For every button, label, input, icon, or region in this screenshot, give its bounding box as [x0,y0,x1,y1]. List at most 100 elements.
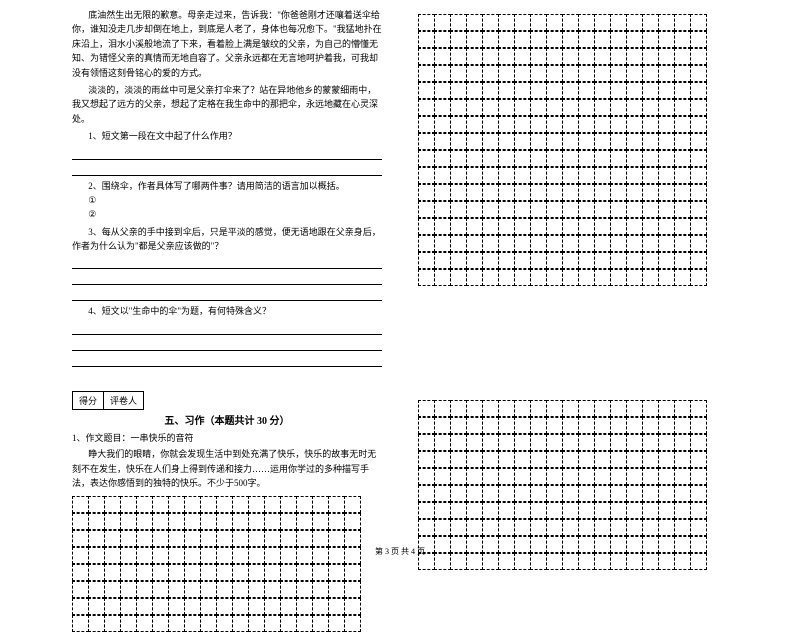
grid-cell[interactable] [168,598,185,615]
grid-cell[interactable] [610,451,627,468]
grid-cell[interactable] [594,269,611,286]
grid-cell[interactable] [610,201,627,218]
grid-cell[interactable] [546,99,563,116]
grid-cell[interactable] [658,235,675,252]
grid-cell[interactable] [482,82,499,99]
grid-cell[interactable] [578,252,595,269]
grid-cell[interactable] [72,513,89,530]
grid-cell[interactable] [136,615,153,632]
grid-cell[interactable] [280,615,297,632]
grid-cell[interactable] [610,252,627,269]
grid-cell[interactable] [546,167,563,184]
grid-cell[interactable] [120,513,137,530]
grid-cell[interactable] [578,48,595,65]
grid-cell[interactable] [578,201,595,218]
grid-cell[interactable] [72,615,89,632]
grid-cell[interactable] [626,99,643,116]
grid-cell[interactable] [418,434,435,451]
grid-cell[interactable] [530,235,547,252]
grid-cell[interactable] [594,99,611,116]
grid-cell[interactable] [434,31,451,48]
grid-cell[interactable] [690,48,707,65]
grid-cell[interactable] [578,184,595,201]
grid-cell[interactable] [498,434,515,451]
grid-cell[interactable] [546,150,563,167]
grid-cell[interactable] [610,167,627,184]
grid-cell[interactable] [578,82,595,99]
grid-cell[interactable] [248,581,265,598]
grid-cell[interactable] [498,31,515,48]
grid-cell[interactable] [498,116,515,133]
grid-cell[interactable] [88,496,105,513]
grid-cell[interactable] [530,184,547,201]
grid-cell[interactable] [530,218,547,235]
grid-cell[interactable] [312,530,329,547]
grid-cell[interactable] [312,496,329,513]
grid-cell[interactable] [280,581,297,598]
grid-cell[interactable] [578,485,595,502]
grid-cell[interactable] [530,82,547,99]
grid-cell[interactable] [450,519,467,536]
grid-cell[interactable] [626,48,643,65]
grid-cell[interactable] [690,235,707,252]
grid-cell[interactable] [578,99,595,116]
grid-cell[interactable] [168,530,185,547]
grid-cell[interactable] [248,530,265,547]
grid-cell[interactable] [88,598,105,615]
grid-cell[interactable] [562,218,579,235]
grid-cell[interactable] [674,400,691,417]
grid-cell[interactable] [450,269,467,286]
grid-cell[interactable] [482,184,499,201]
grid-cell[interactable] [610,150,627,167]
grid-cell[interactable] [312,615,329,632]
grid-cell[interactable] [434,218,451,235]
grid-cell[interactable] [658,99,675,116]
grid-cell[interactable] [466,31,483,48]
grid-cell[interactable] [450,150,467,167]
grid-cell[interactable] [88,564,105,581]
grid-cell[interactable] [530,269,547,286]
grid-cell[interactable] [344,530,361,547]
grid-cell[interactable] [120,581,137,598]
grid-cell[interactable] [626,133,643,150]
grid-cell[interactable] [328,496,345,513]
grid-cell[interactable] [418,502,435,519]
grid-cell[interactable] [296,564,313,581]
grid-cell[interactable] [562,31,579,48]
grid-cell[interactable] [658,184,675,201]
grid-cell[interactable] [514,116,531,133]
grid-cell[interactable] [642,451,659,468]
grid-cell[interactable] [482,502,499,519]
grid-cell[interactable] [184,496,201,513]
grid-cell[interactable] [72,581,89,598]
grid-cell[interactable] [578,31,595,48]
grid-cell[interactable] [418,235,435,252]
grid-cell[interactable] [594,65,611,82]
grid-cell[interactable] [514,201,531,218]
grid-cell[interactable] [264,564,281,581]
grid-cell[interactable] [450,14,467,31]
grid-cell[interactable] [514,82,531,99]
grid-cell[interactable] [610,400,627,417]
grid-cell[interactable] [626,31,643,48]
grid-cell[interactable] [434,269,451,286]
grid-cell[interactable] [514,468,531,485]
grid-cell[interactable] [562,468,579,485]
grid-cell[interactable] [152,496,169,513]
composition-grid-right-bottom[interactable] [418,400,728,570]
grid-cell[interactable] [264,581,281,598]
grid-cell[interactable] [626,502,643,519]
grid-cell[interactable] [690,434,707,451]
grid-cell[interactable] [418,184,435,201]
grid-cell[interactable] [626,400,643,417]
grid-cell[interactable] [658,31,675,48]
grid-cell[interactable] [674,218,691,235]
grid-cell[interactable] [690,116,707,133]
grid-cell[interactable] [296,581,313,598]
grid-cell[interactable] [530,31,547,48]
grid-cell[interactable] [562,201,579,218]
grid-cell[interactable] [232,615,249,632]
grid-cell[interactable] [514,519,531,536]
grid-cell[interactable] [690,184,707,201]
grid-cell[interactable] [434,451,451,468]
